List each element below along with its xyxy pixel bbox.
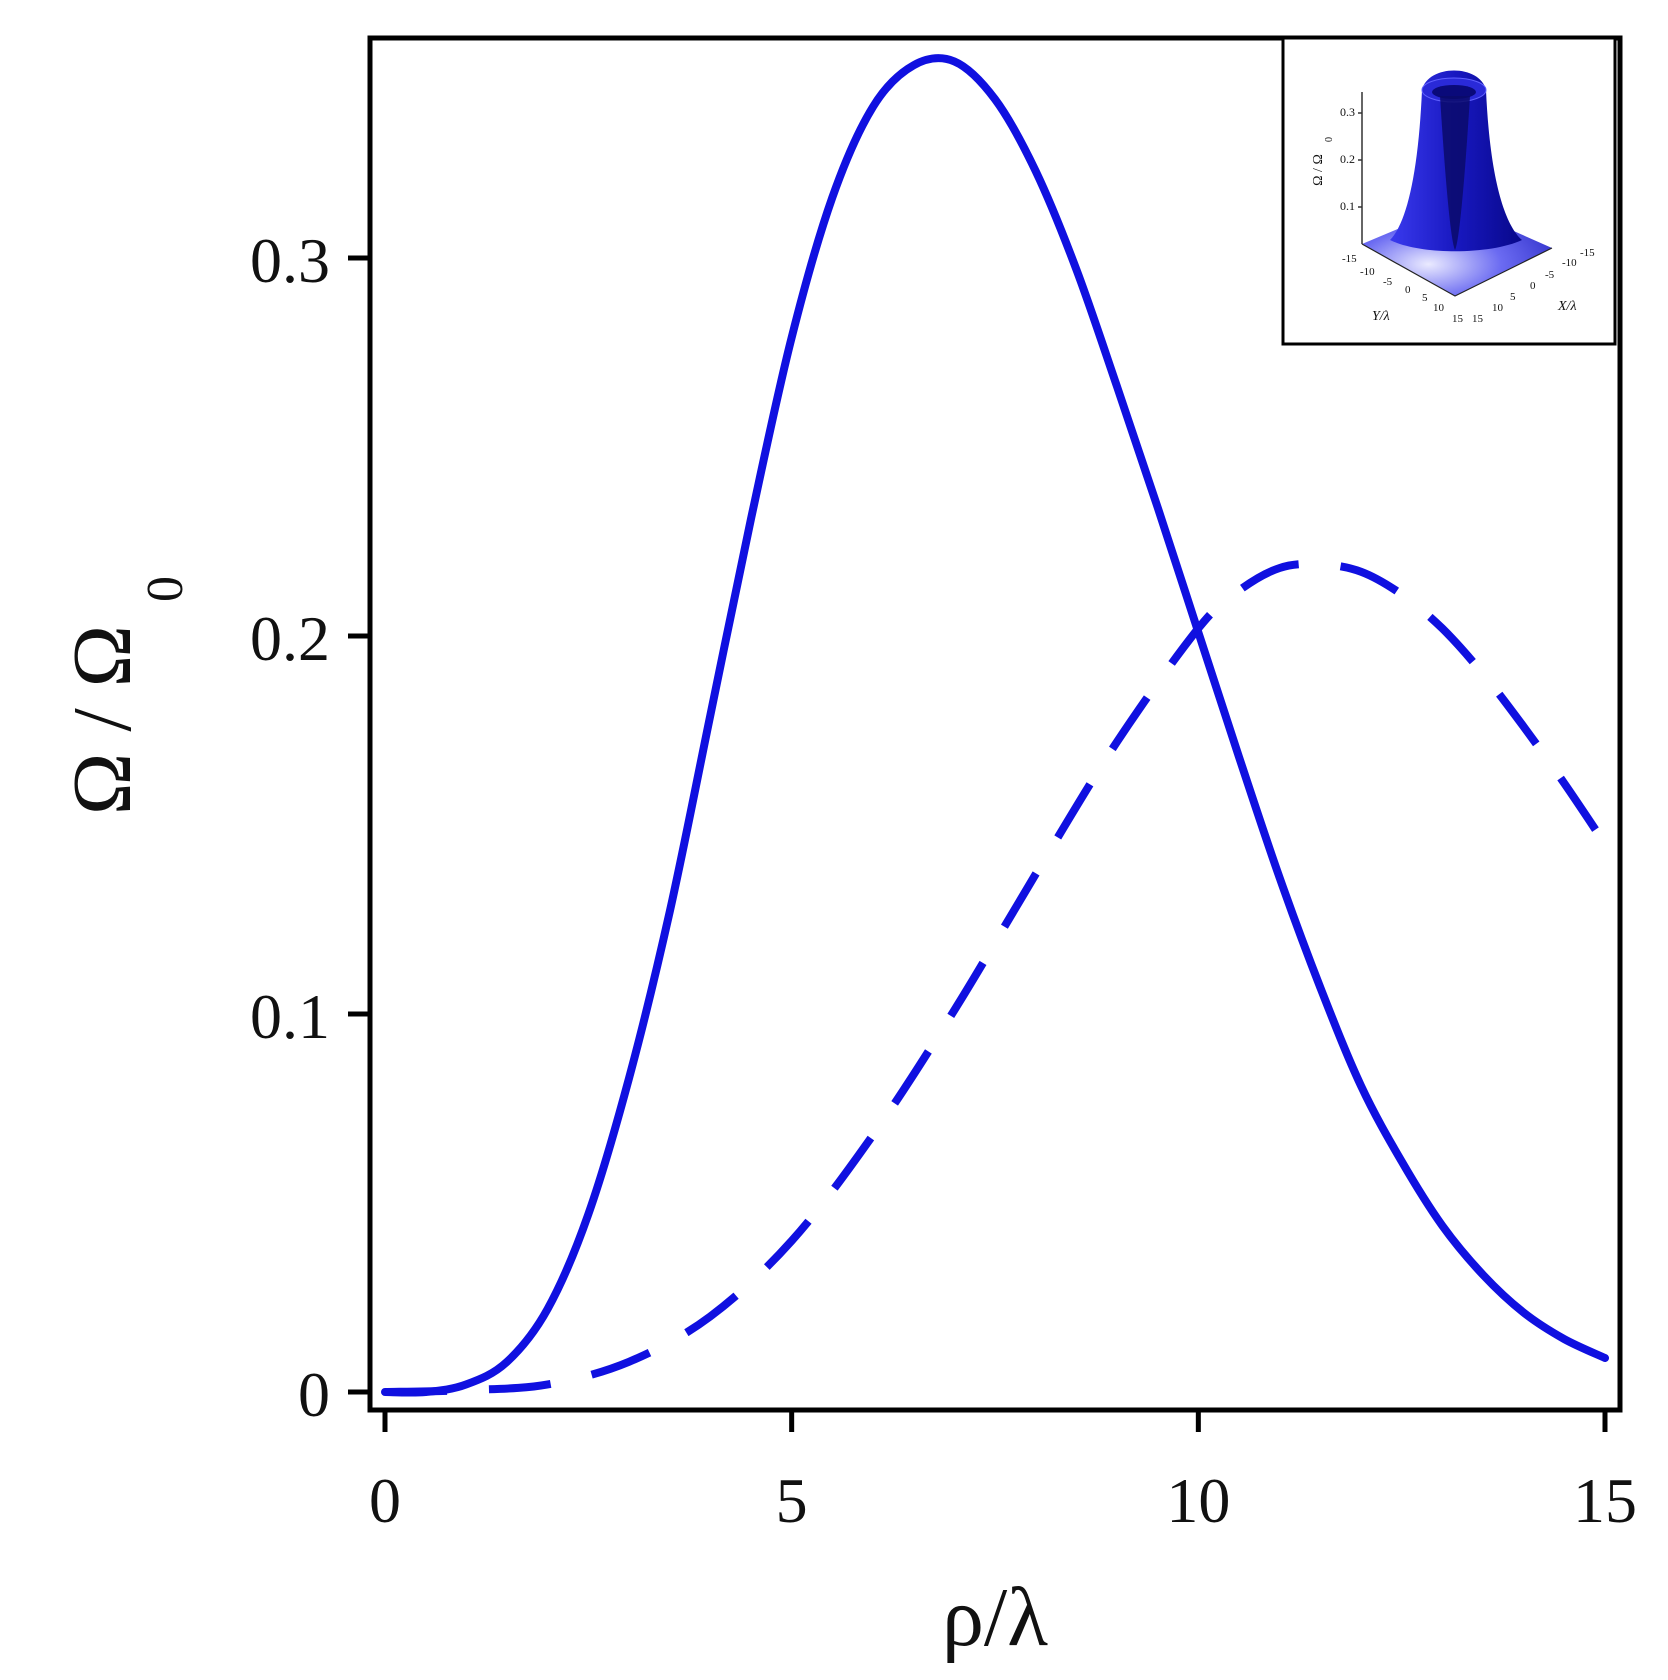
inset-z-tick-label: 0.3	[1340, 105, 1355, 119]
inset-y-tick-label: 10	[1433, 302, 1445, 314]
inset-y-tick-label: 15	[1452, 313, 1464, 325]
inset-z-label: Ω / Ω	[1311, 154, 1326, 186]
x-tick-label: 0	[369, 1465, 401, 1536]
inset-base-edge	[1361, 243, 1553, 297]
x-tick-label: 5	[776, 1465, 808, 1536]
inset-z-label-subscript: 0	[1324, 137, 1335, 142]
inset-y-tick-label: 5	[1422, 292, 1428, 304]
y-axis-label: Ω / Ω	[56, 625, 149, 815]
inset-x-tick-label: 10	[1492, 302, 1504, 314]
inset-x-tick-label: -10	[1562, 257, 1577, 269]
y-axis-ticks: 0 0.1 0.2 0.3	[250, 225, 370, 1430]
y-axis-label-group: Ω / Ω 0	[56, 576, 194, 815]
y-tick-label: 0	[298, 1359, 330, 1430]
inset-x-tick-label: 0	[1530, 280, 1536, 292]
y-axis-label-subscript: 0	[137, 576, 194, 602]
inset-z-tick-label: 0.1	[1340, 199, 1355, 213]
y-tick-label: 0.1	[250, 981, 330, 1052]
inset-z-tick-label: 0.2	[1340, 152, 1355, 166]
inset-x-tick-label: 5	[1510, 291, 1516, 303]
x-axis-label: ρ/λ	[942, 1571, 1048, 1664]
series-dashed-line	[384, 559, 1609, 1396]
y-tick-label: 0.2	[250, 603, 330, 674]
inset-y-tick-label: -5	[1383, 276, 1393, 288]
inset-x-tick-label: -5	[1545, 269, 1555, 281]
inset-surface-hole	[1432, 85, 1476, 99]
x-tick-label: 10	[1166, 1465, 1230, 1536]
inset-surface-inner	[1440, 96, 1470, 250]
inset-y-tick-label: -10	[1360, 266, 1375, 278]
inset-y-tick-label: -15	[1342, 253, 1357, 265]
y-tick-label: 0.3	[250, 225, 330, 296]
inset-x-tick-label: -15	[1580, 247, 1595, 259]
inset-plot: 0.1 0.2 0.3 Ω / Ω 0 -15 -10 -5 0 5 10 15…	[1281, 36, 1617, 346]
inset-x-tick-label: 15	[1472, 313, 1484, 325]
inset-x-axis-label: X/λ	[1557, 299, 1577, 314]
x-tick-label: 15	[1573, 1465, 1637, 1536]
inset-y-tick-label: 0	[1405, 284, 1411, 296]
inset-z-label-group: Ω / Ω 0	[1311, 137, 1335, 186]
x-axis-ticks: 0 5 10 15	[369, 1410, 1637, 1536]
series-solid-line	[381, 54, 1609, 1397]
inset-y-axis-label: Y/λ	[1372, 309, 1390, 324]
plot-frame	[367, 35, 1623, 1413]
